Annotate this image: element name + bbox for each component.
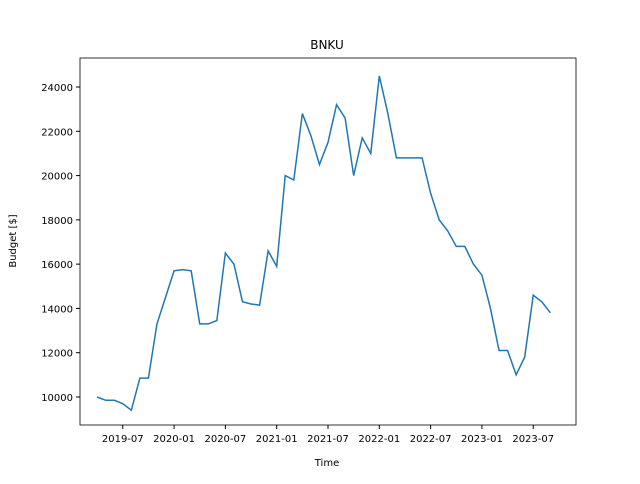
x-tick-label: 2023-01 bbox=[461, 434, 503, 445]
x-tick-label: 2021-07 bbox=[307, 434, 349, 445]
plot-frame bbox=[79, 57, 577, 426]
x-axis-label: Time bbox=[314, 458, 339, 469]
y-tick-label: 16000 bbox=[41, 260, 73, 271]
line bbox=[96, 75, 551, 412]
y-tick-label: 20000 bbox=[41, 172, 73, 183]
x-tick-label: 2021-01 bbox=[256, 434, 298, 445]
x-tick-label: 2022-07 bbox=[410, 434, 452, 445]
y-tick-label: 14000 bbox=[41, 304, 73, 315]
x-tick-label: 2020-01 bbox=[153, 434, 195, 445]
y-tick-label: 10000 bbox=[41, 393, 73, 404]
chart-title: BNKU bbox=[310, 38, 344, 52]
x-tick-label: 2023-07 bbox=[512, 434, 554, 445]
x-tick-label: 2019-07 bbox=[102, 434, 144, 445]
y-tick-label: 12000 bbox=[41, 349, 73, 360]
y-tick-label: 18000 bbox=[41, 216, 73, 227]
y-tick-label: 24000 bbox=[41, 83, 73, 94]
y-axis-label: Budget [$] bbox=[8, 214, 19, 267]
y-tick-label: 22000 bbox=[41, 127, 73, 138]
x-tick-label: 2020-07 bbox=[204, 434, 246, 445]
x-tick-label: 2022-01 bbox=[358, 434, 400, 445]
